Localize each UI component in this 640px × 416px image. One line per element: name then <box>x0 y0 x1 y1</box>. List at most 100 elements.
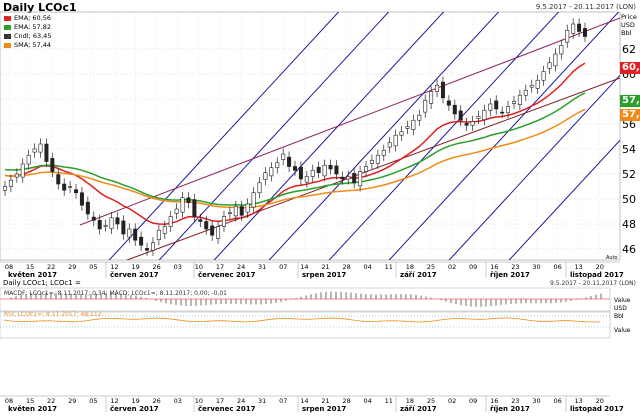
fan-lines <box>108 12 620 260</box>
legend-candles-label: Cndl; 63,45 <box>14 32 52 40</box>
candle-body <box>245 203 250 213</box>
date-tick-label: 22 <box>47 397 55 405</box>
macd-unit-usd: USD <box>614 305 627 312</box>
ema-fast-swatch-icon <box>4 15 11 21</box>
candle-body <box>411 119 416 130</box>
candle-body <box>423 99 428 113</box>
date-tick-label: 03 <box>174 397 182 405</box>
month-label: listopad 2017 <box>570 405 624 413</box>
date-tick-label: 10 <box>195 263 203 271</box>
date-tick-label: 12 <box>110 263 118 271</box>
date-tick-label: 31 <box>258 263 266 271</box>
date-tick-label: 15 <box>26 263 34 271</box>
candle-body <box>257 182 262 194</box>
candle-body <box>287 156 292 167</box>
date-tick-label: 06 <box>553 397 561 405</box>
legend-candles[interactable]: Cndl; 63,45 <box>4 32 51 40</box>
candle-body <box>127 228 132 238</box>
candle-body <box>541 71 546 81</box>
candle-body <box>440 81 445 99</box>
candle-body <box>369 159 374 164</box>
date-axis: 08 15 22 29 05 12 19 26 03 10 17 24 31 07 14 21 28 04 11 18… <box>5 262 624 279</box>
candle-body <box>145 248 150 251</box>
candlesticks <box>2 18 587 256</box>
candle-body <box>85 201 90 215</box>
date-tick-label: 18 <box>406 263 414 271</box>
candle-body <box>227 212 232 215</box>
price-tick-label: 62 <box>622 43 636 56</box>
rsi-legend[interactable]: RSI; LCOc1=; 8.11.2017; 48,112 <box>4 311 102 318</box>
candle-body <box>8 179 13 187</box>
candle-body <box>56 174 61 185</box>
candle-body <box>458 110 463 121</box>
moving-averages <box>4 62 586 226</box>
rsi-path <box>3 317 601 323</box>
fan-line <box>448 74 620 260</box>
date-tick-label: 30 <box>532 397 540 405</box>
candle-body <box>494 100 499 110</box>
candle-body <box>2 186 8 191</box>
auto-scale-button[interactable]: Auto <box>606 255 618 261</box>
candle-body <box>405 126 410 129</box>
month-label: srpen 2017 <box>302 405 346 413</box>
indicator-date-range: 9.5.2017 - 20.11.2017 (LON) <box>550 280 636 287</box>
candle-body <box>275 162 280 169</box>
candle-body <box>38 143 43 153</box>
date-tick-label: 09 <box>469 397 477 405</box>
date-tick-label: 20 <box>596 263 604 271</box>
date-tick-label: 19 <box>131 263 139 271</box>
candle-body <box>91 216 96 221</box>
date-tick-label: 16 <box>490 397 498 405</box>
month-label: září 2017 <box>400 405 437 413</box>
candle-body <box>251 192 256 208</box>
candle-body <box>103 224 108 227</box>
candle-body <box>168 216 173 227</box>
date-tick-label: 11 <box>385 263 393 271</box>
candle-body <box>358 171 363 187</box>
rsi-line <box>0 315 610 328</box>
candle-body <box>399 131 404 136</box>
sma-line <box>4 108 586 209</box>
candle-body <box>221 216 226 227</box>
candle-body <box>14 173 19 178</box>
fan-line <box>158 12 390 260</box>
candle-body <box>133 228 138 241</box>
candle-body <box>547 62 552 69</box>
price-tick-label: 46 <box>622 243 636 256</box>
date-tick-label: 02 <box>448 263 456 271</box>
legend-ema-slow[interactable]: EMA; 57,82 <box>4 23 51 31</box>
candle-body <box>20 163 25 178</box>
date-tick-label: 05 <box>89 263 97 271</box>
date-tick-label: 14 <box>300 397 308 405</box>
ema-fast-line <box>4 62 586 226</box>
candle-body <box>32 148 37 153</box>
date-tick-label: 07 <box>279 263 287 271</box>
candle-body <box>150 242 155 251</box>
ema-slow-line <box>4 92 586 206</box>
legend-sma[interactable]: SMA; 57,44 <box>4 41 51 49</box>
date-tick-label: 25 <box>427 263 435 271</box>
chart-title: Daily LCOc1 <box>3 1 77 14</box>
date-tick-label: 04 <box>364 397 372 405</box>
ema-fast-value-tag: 60,1 <box>620 62 640 74</box>
fan-line <box>213 12 445 260</box>
candle-body <box>26 154 31 165</box>
candle-body <box>310 169 315 177</box>
date-tick-label: 13 <box>575 263 583 271</box>
date-tick-label: 17 <box>216 397 224 405</box>
month-label: září 2017 <box>400 271 437 279</box>
candle-body <box>559 44 564 55</box>
candle-body <box>523 89 528 96</box>
macd-legend[interactable]: MACDF; LCOc1=; 8.11.2017; 0,34; MACD; LC… <box>4 290 227 297</box>
candle-body <box>298 166 303 180</box>
month-label: červen 2017 <box>110 405 159 413</box>
candle-body <box>281 153 286 160</box>
candle-body <box>553 53 558 67</box>
date-tick-label: 20 <box>596 397 604 405</box>
date-tick-label: 02 <box>448 397 456 405</box>
candle-body <box>292 166 297 171</box>
legend-ema-fast[interactable]: EMA; 60,56 <box>4 14 51 22</box>
candle-body <box>334 165 339 175</box>
